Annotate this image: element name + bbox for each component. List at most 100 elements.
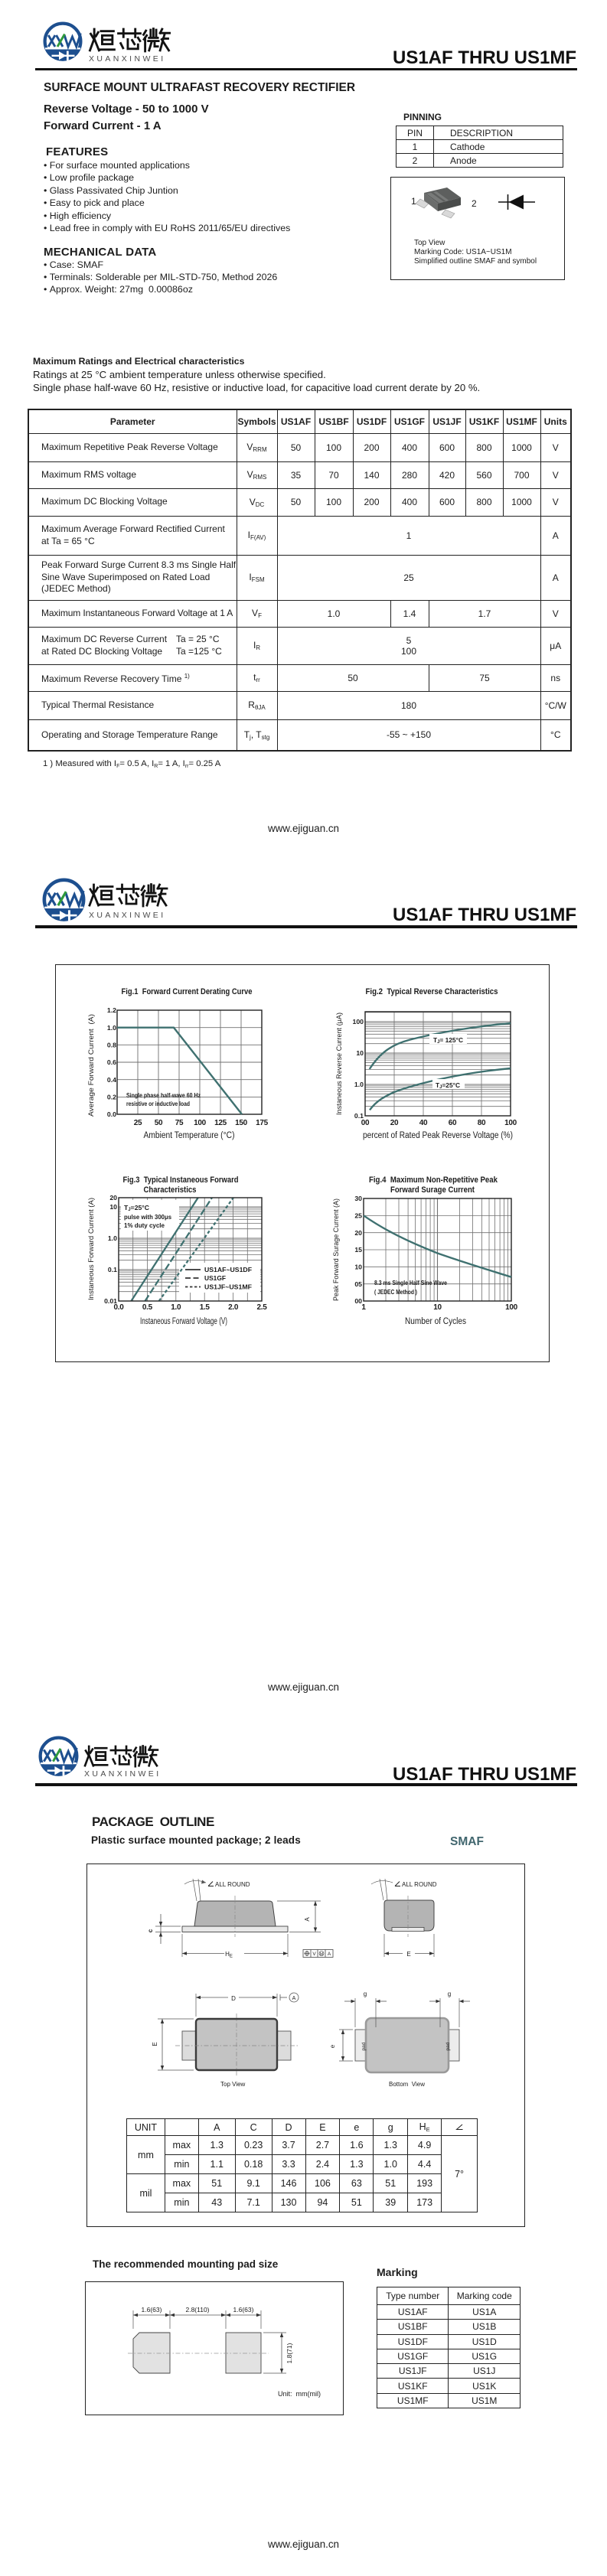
svg-text:V: V [312,1952,316,1957]
svg-text:2.8(110): 2.8(110) [185,2306,209,2314]
svg-text:20: 20 [390,1119,399,1127]
svg-text:0.0: 0.0 [113,1303,124,1312]
svg-text:Fig.1 Forward Current Deratin: Fig.1 Forward Current Derating Curve [122,987,253,996]
svg-text:2.5: 2.5 [256,1303,267,1312]
svg-text:10: 10 [354,1264,362,1271]
svg-text:Ambient Temperature (°C): Ambient Temperature (°C) [144,1131,235,1140]
svg-text:100: 100 [353,1018,364,1026]
svg-text:80: 80 [478,1119,486,1127]
svg-text:Characteristics: Characteristics [144,1185,197,1195]
svg-text:1.2: 1.2 [107,1006,116,1014]
svg-text:pad: pad [445,2042,451,2050]
svg-text:resistive or inductive load: resistive or inductive load [126,1100,190,1107]
svg-text:US1GF: US1GF [204,1274,226,1282]
svg-text:0.4: 0.4 [107,1076,116,1084]
svg-text:A: A [292,1996,296,2001]
svg-text:Top View: Top View [220,2081,246,2088]
svg-text:Marking Code: US1A~US1M: Marking Code: US1A~US1M [414,248,512,256]
svg-text:Number of Cycles: Number of Cycles [405,1317,466,1326]
svg-text:1.0: 1.0 [171,1303,181,1312]
svg-text:e: e [329,2044,336,2048]
svg-text:US1JF~US1MF: US1JF~US1MF [204,1283,252,1291]
svg-text:15: 15 [354,1246,362,1254]
svg-text:100: 100 [504,1119,517,1127]
svg-text:Instaneous Forward Current (A): Instaneous Forward Current (A) [87,1198,96,1300]
svg-text:05: 05 [354,1280,362,1288]
svg-text:1.5: 1.5 [200,1303,210,1312]
svg-text:pulse with 300μs: pulse with 300μs [124,1213,171,1221]
svg-text:Single phase half-wave 60 Hz: Single phase half-wave 60 Hz [126,1091,201,1099]
svg-text:Peak Forward Surage Current (A: Peak Forward Surage Current (A) [332,1198,341,1301]
svg-text:E: E [152,2042,158,2046]
svg-text:0.01: 0.01 [104,1297,117,1305]
svg-text:ALL ROUND: ALL ROUND [215,1881,250,1888]
svg-text:1.6(63): 1.6(63) [233,2306,254,2314]
svg-text:TJ=25°C: TJ=25°C [436,1081,460,1090]
svg-text:c: c [147,1929,154,1932]
svg-text:10: 10 [356,1049,364,1057]
svg-text:1.6(63): 1.6(63) [142,2306,162,2314]
svg-text:E: E [406,1951,410,1958]
svg-text:A: A [304,1917,311,1922]
svg-text:150: 150 [235,1119,248,1127]
svg-text:1% duty cycle: 1% duty cycle [124,1221,165,1229]
svg-text:TJ=25°C: TJ=25°C [124,1204,149,1212]
svg-text:0.8: 0.8 [107,1042,116,1049]
svg-text:Average Forward Current (A): Average Forward Current (A) [87,1014,96,1117]
svg-text:A: A [328,1952,331,1957]
svg-text:Top View: Top View [414,239,445,247]
svg-text:g: g [448,1991,451,1997]
svg-text:10: 10 [109,1203,117,1211]
svg-text:Instaneous Forward Voltage (V): Instaneous Forward Voltage (V) [140,1317,227,1326]
svg-text:Simplified outline SMAF and sy: Simplified outline SMAF and symbol [414,257,537,266]
svg-text:30: 30 [354,1195,362,1202]
svg-text:Unit: mm(mil): Unit: mm(mil) [278,2390,321,2398]
svg-text:Forward Surage Current: Forward Surage Current [390,1185,475,1195]
svg-text:0.1: 0.1 [108,1266,117,1273]
svg-text:2: 2 [472,198,477,209]
svg-text:1.8(71): 1.8(71) [286,2343,293,2363]
svg-text:125: 125 [214,1119,227,1127]
svg-text:100: 100 [505,1303,518,1312]
svg-text:pad: pad [361,2042,367,2050]
svg-text:ALL ROUND: ALL ROUND [402,1881,437,1888]
svg-text:175: 175 [256,1119,269,1127]
svg-text:20: 20 [109,1194,117,1202]
svg-text:Fig.2 Typical Reverse Charact: Fig.2 Typical Reverse Characteristics [366,987,498,996]
svg-text:HE: HE [225,1951,233,1959]
svg-text:Bottom View: Bottom View [389,2081,425,2088]
svg-text:50: 50 [155,1119,163,1127]
svg-text:0.2: 0.2 [107,1094,116,1101]
svg-text:8.3 ms Single Half Sine Wave: 8.3 ms Single Half Sine Wave [374,1279,447,1286]
svg-text:10: 10 [433,1303,442,1312]
svg-text:25: 25 [354,1212,362,1220]
svg-text:TJ= 125°C: TJ= 125°C [433,1036,463,1045]
svg-text:( JEDEC Method ): ( JEDEC Method ) [374,1288,417,1296]
svg-text:1: 1 [411,196,416,207]
svg-text:1: 1 [361,1303,366,1312]
svg-text:D: D [231,1995,236,2002]
svg-text:60: 60 [449,1119,457,1127]
svg-text:Fig.3 Typical Instaneous Forw: Fig.3 Typical Instaneous Forward [123,1176,239,1185]
svg-text:2.0: 2.0 [228,1303,239,1312]
svg-text:00: 00 [354,1297,362,1305]
svg-text:M: M [320,1952,323,1957]
svg-text:1.0: 1.0 [108,1234,117,1242]
svg-text:0.0: 0.0 [107,1110,116,1118]
svg-text:Fig.4 Maximum Non-Repetitive: Fig.4 Maximum Non-Repetitive Peak [369,1176,498,1185]
svg-text:Instaneous Reverse Current (μA: Instaneous Reverse Current (μA) [335,1012,344,1115]
svg-text:75: 75 [175,1119,184,1127]
svg-text:g: g [364,1991,367,1997]
svg-text:1.0: 1.0 [107,1024,116,1032]
svg-text:percent of Rated Peak Reverse: percent of Rated Peak Reverse Voltage (%… [363,1131,513,1140]
svg-text:0.5: 0.5 [142,1303,153,1312]
svg-text:25: 25 [134,1119,142,1127]
svg-text:US1AF~US1DF: US1AF~US1DF [204,1266,252,1273]
svg-text:0.6: 0.6 [107,1058,116,1066]
svg-text:20: 20 [354,1229,362,1237]
svg-text:40: 40 [419,1119,428,1127]
svg-text:0.1: 0.1 [354,1112,364,1120]
svg-text:1.0: 1.0 [354,1081,364,1088]
svg-text:100: 100 [194,1119,207,1127]
svg-text:00: 00 [361,1119,370,1127]
